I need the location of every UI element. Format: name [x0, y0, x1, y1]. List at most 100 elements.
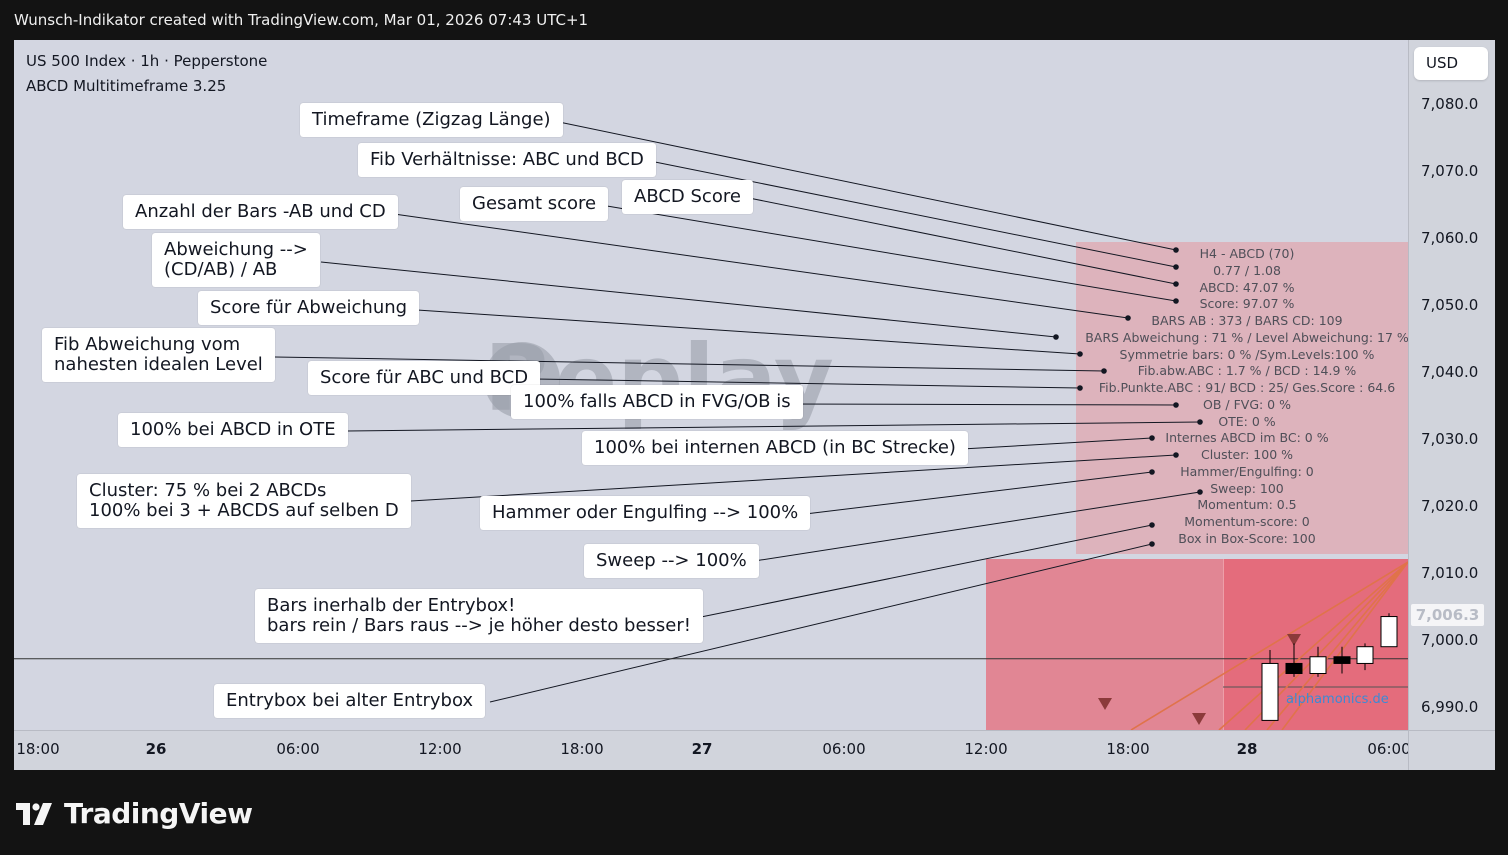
leader-line	[606, 205, 1177, 302]
leader-line	[274, 356, 1105, 372]
annotation-entrybox: Entrybox bei alter Entrybox	[214, 684, 486, 718]
info-line: Sweep: 100	[1210, 480, 1284, 496]
legend-indicator[interactable]: ABCD Multitimeframe 3.25	[26, 77, 227, 95]
price-tick-label: 7,030.0	[1421, 430, 1479, 448]
time-tick-label: 18:00	[1106, 740, 1150, 758]
info-line: Score: 97.07 %	[1199, 296, 1295, 312]
info-line: Symmetrie bars: 0 % /Sym.Levels:100 %	[1119, 346, 1375, 362]
info-line: H4 - ABCD (70)	[1199, 246, 1295, 261]
annotation-abcd-score: ABCD Score	[622, 180, 753, 214]
currency-button[interactable]: USD	[1414, 47, 1488, 80]
price-tick-label: 7,050.0	[1421, 296, 1479, 314]
leader-line	[416, 309, 1081, 355]
leader-line	[346, 421, 1201, 432]
leader-line	[796, 471, 1153, 516]
annotation-fvg-ob: 100% falls ABCD in FVG/OB is	[511, 385, 803, 419]
leader-line	[654, 161, 1177, 268]
info-line: Fib.Punkte.ABC : 91/ BCD : 25/ Ges.Score…	[1098, 380, 1396, 395]
leader-dot	[1173, 281, 1179, 287]
annotation-bars-entry-line-1: Bars inerhalb der Entrybox!	[267, 595, 516, 616]
annotation-cluster-line-1: Cluster: 75 % bei 2 ABCDs	[89, 480, 327, 501]
candle-body	[1333, 656, 1351, 664]
time-axis[interactable]	[14, 730, 1408, 770]
leader-dot	[1077, 351, 1083, 357]
annotation-fib-ratios: Fib Verhältnisse: ABC und BCD	[358, 143, 656, 177]
time-tick-label: 26	[145, 740, 167, 758]
trend-line	[1281, 561, 1408, 730]
annotation-cluster-line-2: 100% bei 3 + ABCDS auf selben D	[89, 500, 399, 521]
plot-area[interactable]: Replay H4 - ABCD (70) 0.77 / 1.08 ABCD: 47…	[14, 40, 1408, 730]
annotation-fib-deviation: Fib Abweichung vom nahesten idealen Leve…	[42, 328, 275, 382]
info-line: Internes ABCD im BC: 0 %	[1165, 430, 1329, 446]
price-tick-label: 7,060.0	[1421, 229, 1479, 247]
leader-dot	[1173, 452, 1179, 458]
leader-line	[748, 197, 1177, 285]
leader-line	[747, 491, 1201, 563]
info-line: Fib.abw.ABC : 1.7 % / BCD : 14.9 %	[1137, 363, 1357, 379]
price-tick-label: 7,000.0	[1421, 631, 1479, 649]
leader-line	[534, 378, 1081, 389]
candle-body	[1356, 646, 1374, 664]
annotation-deviation-line-1: Abweichung -->	[164, 239, 308, 260]
tradingview-logo[interactable]: TradingView	[16, 797, 253, 830]
annotation-ote: 100% bei ABCD in OTE	[118, 413, 348, 447]
leader-dot	[1077, 385, 1083, 391]
annotation-fib-deviation-line-1: Fib Abweichung vom	[54, 334, 241, 355]
time-tick-label: 06:00	[276, 740, 320, 758]
annotation-timeframe: Timeframe (Zigzag Länge)	[300, 103, 563, 137]
leader-dot	[1101, 368, 1107, 374]
info-line: Box in Box-Score: 100	[1178, 530, 1316, 546]
info-line: BARS Abweichung : 71 % / Level Abweichun…	[1085, 329, 1408, 345]
candle-body	[1380, 616, 1398, 648]
price-tick-label: 7,020.0	[1421, 497, 1479, 515]
price-tick-label: 7,010.0	[1421, 564, 1479, 582]
leader-dot	[1197, 489, 1203, 495]
time-tick-label: 06:00	[822, 740, 866, 758]
annotation-bars-entry-line-2: bars rein / Bars raus --> je höher desto…	[267, 615, 692, 636]
triangle-marker	[1287, 634, 1301, 646]
trend-line	[1130, 561, 1408, 730]
info-line: 0.77 / 1.08	[1213, 262, 1281, 278]
leader-line	[558, 121, 1177, 251]
time-tick-label: 06:00	[1367, 740, 1411, 758]
leader-line	[320, 261, 1057, 338]
leader-line	[393, 213, 1129, 319]
title-bar: Wunsch-Indikator created with TradingVie…	[14, 11, 589, 29]
leader-dot	[1173, 298, 1179, 304]
annotation-deviation-line-2: (CD/AB) / AB	[164, 259, 278, 280]
price-tick-label: 6,990.0	[1421, 698, 1479, 716]
leader-dot	[1149, 541, 1155, 547]
annotation-deviation: Abweichung --> (CD/AB) / AB	[152, 233, 320, 287]
annotation-cluster: Cluster: 75 % bei 2 ABCDs 100% bei 3 + A…	[77, 474, 411, 528]
leader-line	[961, 437, 1153, 450]
price-axis[interactable]	[1408, 40, 1495, 730]
annotation-bars-entry: Bars inerhalb der Entrybox! bars rein / …	[255, 589, 704, 643]
price-tick-label: 7,080.0	[1421, 95, 1479, 113]
info-line: OB / FVG: 0 %	[1203, 396, 1291, 412]
leader-dot	[1173, 402, 1179, 408]
legend-symbol[interactable]: US 500 Index · 1h · Pepperstone	[26, 52, 268, 70]
time-tick-label: 18:00	[560, 740, 604, 758]
trend-line	[1218, 561, 1408, 730]
tradingview-logo-icon	[16, 802, 52, 825]
annotation-internal-abcd: 100% bei internen ABCD (in BC Strecke)	[582, 431, 968, 465]
tradingview-logo-text: TradingView	[64, 797, 253, 830]
triangle-marker	[1098, 698, 1112, 710]
leader-line	[489, 543, 1153, 703]
time-tick-label: 27	[691, 740, 713, 758]
annotation-abc-bcd-score: Score für ABC und BCD	[308, 361, 541, 395]
axis-corner	[1408, 730, 1495, 770]
info-line: Momentum: 0.5	[1197, 497, 1297, 513]
chart-svg	[14, 121, 1408, 730]
trend-line	[1266, 561, 1408, 730]
time-tick-label: 12:00	[418, 740, 462, 758]
annotation-deviation-score: Score für Abweichung	[198, 291, 420, 325]
annotation-fib-deviation-line-2: nahesten idealen Level	[54, 354, 263, 375]
chart-frame: Replay H4 - ABCD (70) 0.77 / 1.08 ABCD: 47…	[14, 40, 1495, 770]
leader-dot	[1197, 419, 1203, 425]
leader-dot	[1173, 264, 1179, 270]
info-line: BARS AB : 373 / BARS CD: 109	[1151, 313, 1343, 328]
price-tick-label: 7,040.0	[1421, 363, 1479, 381]
triangle-marker	[1192, 713, 1206, 725]
leader-dot	[1149, 522, 1155, 528]
